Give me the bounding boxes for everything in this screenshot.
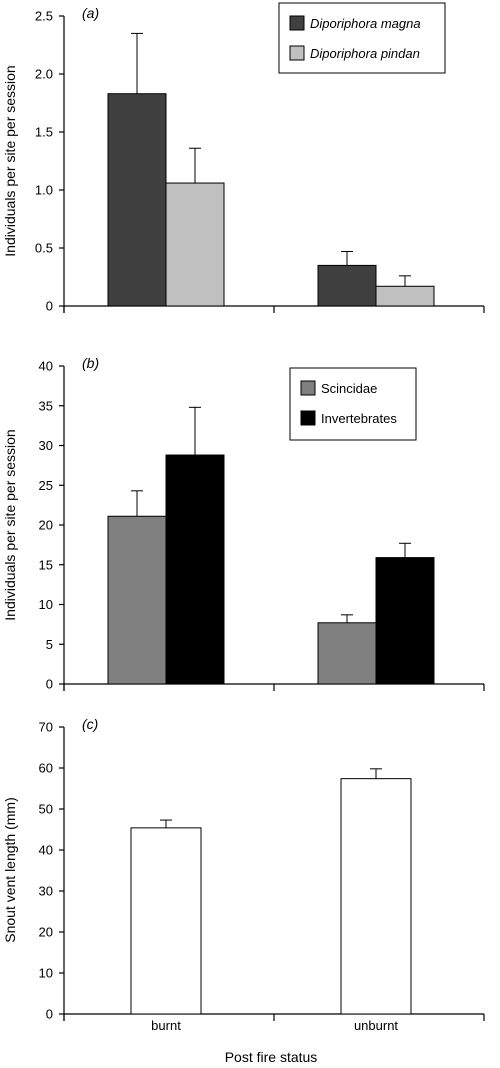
panel-c-y-tick-label: 60 xyxy=(39,761,53,776)
panel-b-legend-swatch xyxy=(300,380,316,396)
panel-c-chart: 0 10 20 30 40 50 60 70 (c) Snout vent length (m… xyxy=(2,716,485,1022)
panel-c-y-ticks: 0 10 20 30 40 50 60 70 xyxy=(39,720,64,1022)
category-label-unburnt: unburnt xyxy=(354,1018,398,1033)
panel-c-y-tick-label: 30 xyxy=(39,884,53,899)
panel-b-y-tick-label: 5 xyxy=(46,637,53,652)
panel-c-bars xyxy=(130,768,412,1015)
panel-b-legend-box xyxy=(289,367,417,441)
panel-c-y-tick-label: 10 xyxy=(39,966,53,981)
panel-b-y-tick-label: 15 xyxy=(39,557,53,572)
panel-c-bar-burnt xyxy=(130,827,202,1015)
panel-a-chart: 0 0.5 1.0 1.5 2.0 2.5 (a) Individuals per sit… xyxy=(2,2,485,314)
panel-a-y-tick-label: 2.5 xyxy=(35,9,53,24)
panel-b-y-ticks: 0 5 10 15 20 25 30 35 40 xyxy=(39,359,64,692)
panel-a-label: (a) xyxy=(82,5,99,21)
panel-b-bar-unburnt-invertebrates xyxy=(375,557,435,685)
panel-a-legend: Diporiphora magna Diporiphora pindan xyxy=(278,2,446,74)
panel-b-y-tick-label: 40 xyxy=(39,359,53,374)
panel-a-bar-burnt-diporiphora-pindan xyxy=(165,182,225,307)
panel-c-bar-unburnt xyxy=(340,778,412,1015)
panel-b-legend: Scincidae Invertebrates xyxy=(289,367,417,441)
panel-c-label: (c) xyxy=(82,716,98,732)
panel-b-bar-burnt-invertebrates xyxy=(165,454,225,685)
panel-a-legend-swatch xyxy=(289,45,305,61)
x-axis-title: Post fire status xyxy=(225,1049,318,1065)
panel-c-y-axis-title: Snout vent length (mm) xyxy=(2,797,18,943)
panel-a-bar-unburnt-diporiphora-magna xyxy=(317,264,377,307)
panel-c-y-tick-label: 40 xyxy=(39,843,53,858)
panel-b-legend-label: Scincidae xyxy=(321,381,377,396)
panel-b-legend-label: Invertebrates xyxy=(321,411,397,426)
panel-b-y-axis-title: Individuals per site per session xyxy=(2,429,18,620)
panel-a-x-ticks xyxy=(63,306,485,313)
panel-b-bars xyxy=(107,406,435,685)
panel-a-y-axis-title: Individuals per site per session xyxy=(2,65,18,256)
panel-b-y-tick-label: 35 xyxy=(39,398,53,413)
panel-a-y-tick-label: 0.5 xyxy=(35,241,53,256)
panel-b-bar-unburnt-scincidae xyxy=(317,622,377,685)
panel-a-y-ticks: 0 0.5 1.0 1.5 2.0 2.5 xyxy=(35,9,64,314)
panel-b-bar-burnt-scincidae xyxy=(107,515,167,685)
panel-b-x-ticks xyxy=(63,684,485,691)
panel-a-bar-burnt-diporiphora-magna xyxy=(107,93,167,307)
panel-b-y-tick-label: 30 xyxy=(39,438,53,453)
panel-b-chart: 0 5 10 15 20 25 30 35 40 (b) Individuals per sit… xyxy=(2,355,485,692)
panel-b-legend-swatch xyxy=(300,410,316,426)
panel-b-y-tick-label: 25 xyxy=(39,478,53,493)
panel-b-y-tick-label: 0 xyxy=(46,677,53,692)
panel-a-bar-unburnt-diporiphora-pindan xyxy=(375,285,435,307)
panel-a-legend-label: Diporiphora magna xyxy=(310,16,421,31)
panel-c-y-tick-label: 20 xyxy=(39,925,53,940)
panel-b-label: (b) xyxy=(82,355,99,371)
panel-a-y-tick-label: 1.5 xyxy=(35,125,53,140)
panel-a-y-tick-label: 2.0 xyxy=(35,67,53,82)
panel-b-y-tick-label: 20 xyxy=(39,518,53,533)
panel-c-x-ticks xyxy=(63,1014,485,1021)
panel-c-y-tick-label: 0 xyxy=(46,1007,53,1022)
panel-b-y-tick-label: 10 xyxy=(39,597,53,612)
panel-a-legend-box xyxy=(278,2,446,74)
panel-a-y-tick-label: 0 xyxy=(46,299,53,314)
panel-a-bars xyxy=(107,32,435,307)
panel-a-legend-swatch xyxy=(289,15,305,31)
category-label-burnt: burnt xyxy=(151,1018,181,1033)
panel-a-legend-label: Diporiphora pindan xyxy=(310,46,420,61)
panel-c-y-tick-label: 50 xyxy=(39,802,53,817)
panel-a-y-tick-label: 1.0 xyxy=(35,183,53,198)
panel-c-y-tick-label: 70 xyxy=(39,720,53,735)
